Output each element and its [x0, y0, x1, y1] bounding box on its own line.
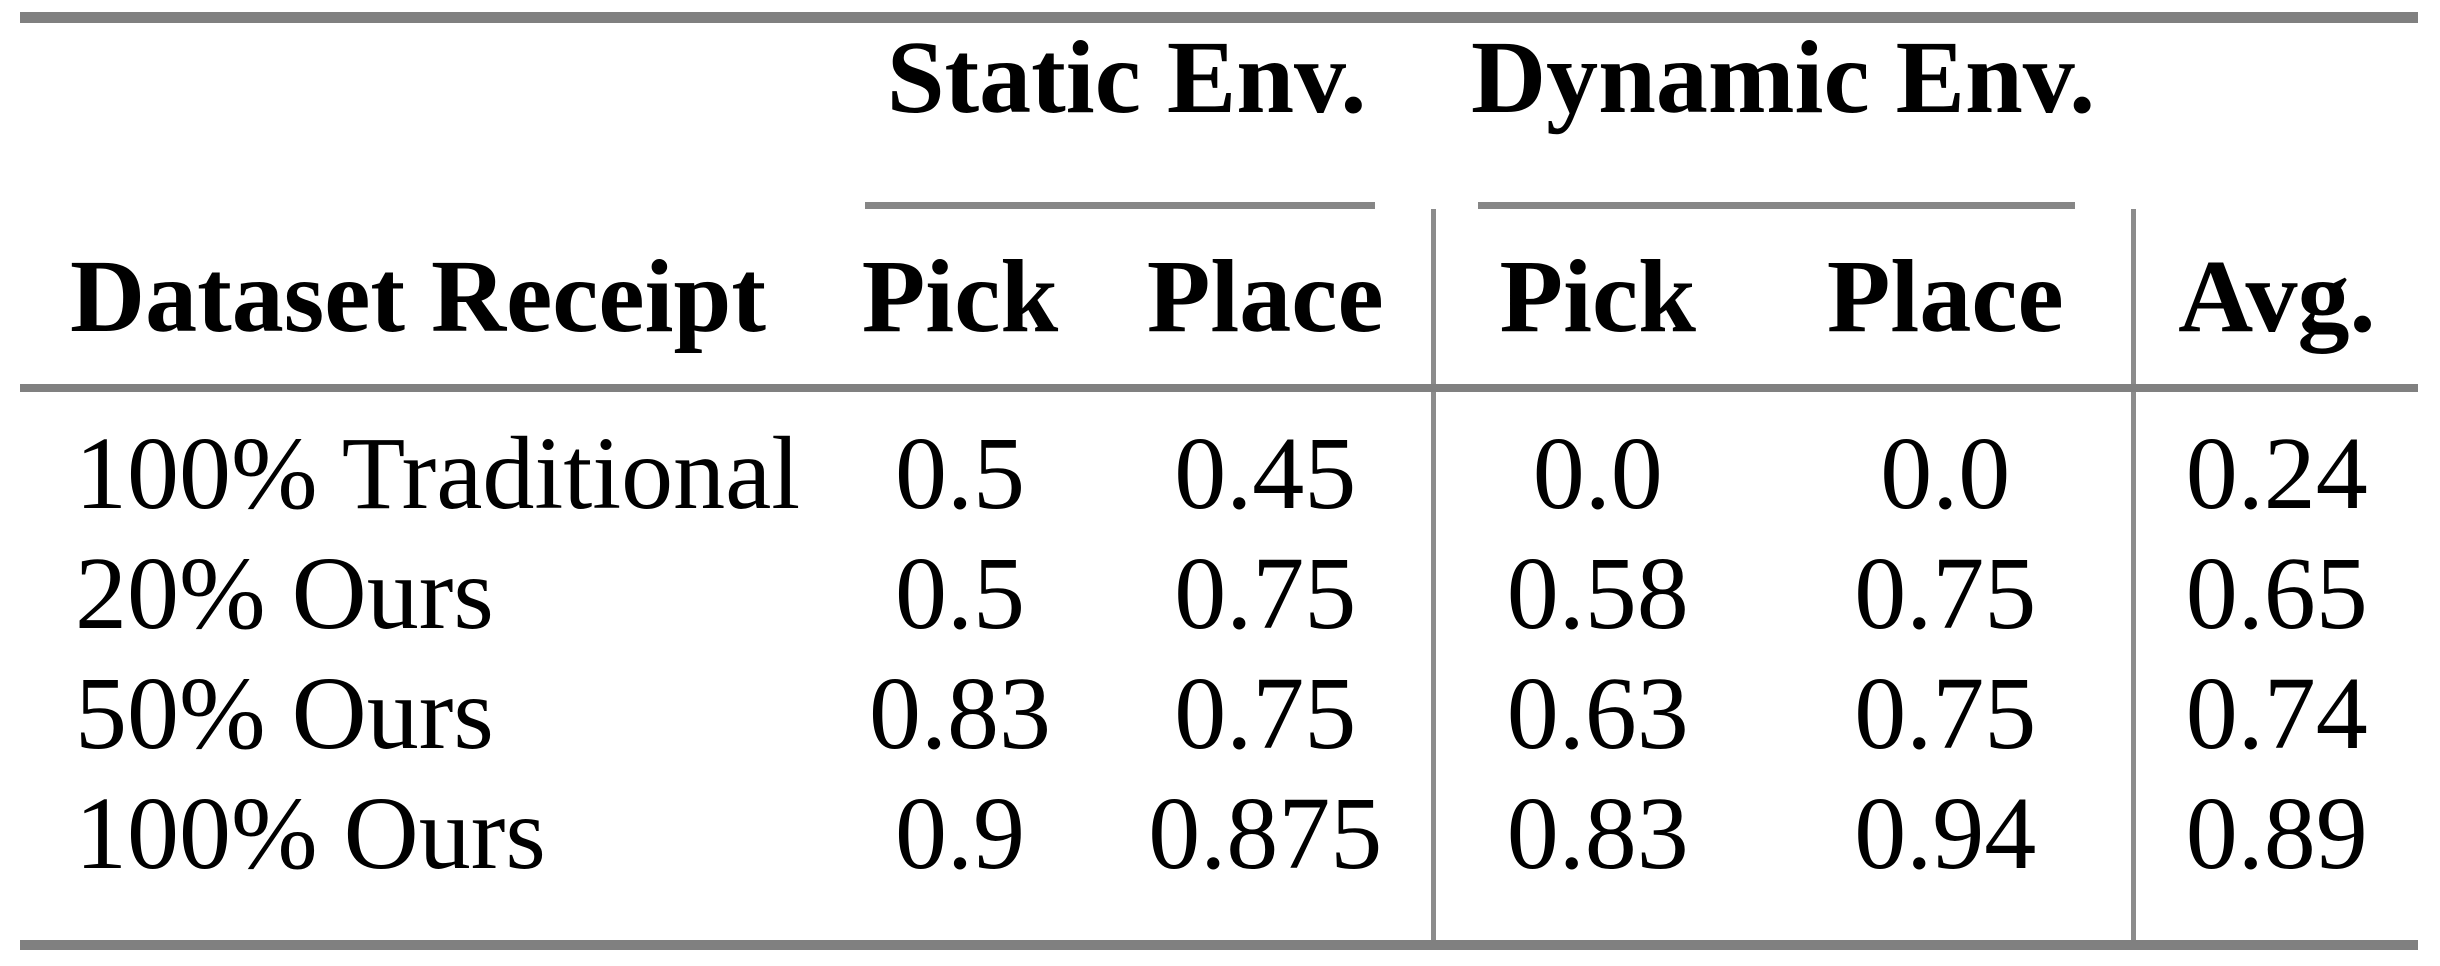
cell-dynamic-place: 0.0: [1880, 416, 2011, 531]
group-header-row: Static Env. Dynamic Env.: [20, 18, 2418, 210]
column-header-dynamic-place: Place: [1760, 209, 2134, 392]
column-header-dataset-receipt: Dataset Receipt: [20, 209, 820, 392]
cell-dynamic-pick: 0.63: [1430, 654, 1761, 774]
table-row: 50% Ours 0.83 0.75 0.63 0.75 0.74: [20, 654, 2419, 774]
cell-static-pick: 0.83: [869, 656, 1051, 771]
cell-static-pick: 0.9: [895, 776, 1025, 891]
table-row: 20% Ours 0.5 0.75 0.58 0.75 0.65: [20, 534, 2419, 654]
dynamic-env-underline-rule: [1478, 202, 2076, 209]
cell-dynamic-place: 0.75: [1854, 656, 2037, 771]
table-row: 100% Traditional 0.5 0.45 0.0 0.0 0.24: [20, 388, 2419, 534]
column-header-dynamic-pick: Pick: [1430, 209, 1761, 392]
cell-dynamic-pick: 0.0: [1430, 388, 1761, 534]
table-body: 100% Traditional 0.5 0.45 0.0 0.0 0.24 2…: [20, 388, 2419, 945]
group-header-static-env-label: Static Env.: [886, 20, 1367, 135]
group-header-dynamic-env: Dynamic Env.: [1433, 18, 2133, 209]
group-header-dynamic-env-label: Dynamic Env.: [1470, 20, 2096, 135]
row-label: 100% Ours: [75, 776, 546, 891]
column-header-avg: Avg.: [2130, 209, 2419, 392]
column-header-static-pick: Pick: [820, 209, 1100, 392]
cell-avg: 0.89: [2130, 774, 2419, 945]
cell-static-place: 0.75: [1174, 656, 1357, 771]
results-table: Static Env. Dynamic Env. Dataset Receipt…: [20, 12, 2419, 950]
cell-avg: 0.74: [2130, 654, 2419, 774]
cell-dynamic-pick: 0.83: [1430, 774, 1761, 945]
column-header-row: Dataset Receipt Pick Place Pick Place Av…: [20, 209, 2419, 392]
group-header-blank: [20, 18, 820, 210]
cell-dynamic-pick: 0.58: [1430, 534, 1761, 654]
column-header-static-place: Place: [1100, 209, 1434, 392]
cell-static-pick: 0.5: [895, 536, 1025, 651]
cell-static-place: 0.875: [1148, 776, 1383, 891]
row-label: 100% Traditional: [75, 416, 801, 531]
cell-static-place: 0.45: [1174, 416, 1357, 531]
cell-static-pick: 0.5: [895, 416, 1025, 531]
cell-avg: 0.65: [2130, 534, 2419, 654]
cell-static-place: 0.75: [1174, 536, 1357, 651]
cell-avg: 0.24: [2130, 388, 2419, 534]
row-label: 50% Ours: [75, 656, 494, 771]
table-row: 100% Ours 0.9 0.875 0.83 0.94 0.89: [20, 774, 2419, 945]
group-header-blank: [2133, 18, 2418, 210]
cell-dynamic-place: 0.94: [1854, 776, 2037, 891]
row-label: 20% Ours: [75, 536, 494, 651]
cell-dynamic-place: 0.75: [1854, 536, 2037, 651]
static-env-underline-rule: [865, 202, 1376, 209]
group-header-static-env: Static Env.: [820, 18, 1433, 209]
